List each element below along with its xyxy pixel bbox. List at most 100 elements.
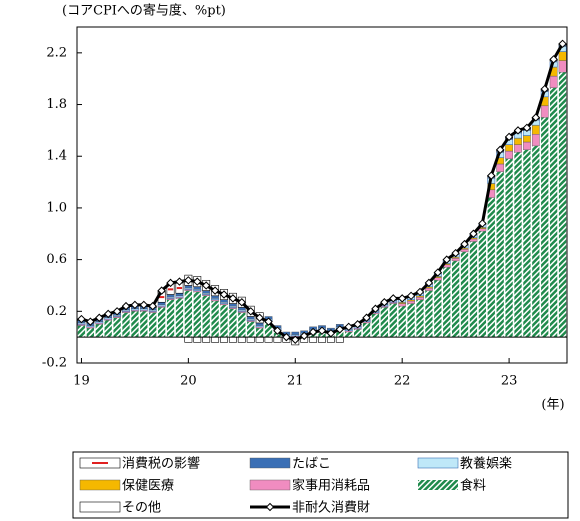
bar-segment <box>558 60 567 73</box>
bar-segment <box>184 336 193 343</box>
marker <box>406 291 416 301</box>
bar-segment <box>246 336 255 343</box>
bar-segment <box>255 328 264 338</box>
marker <box>273 326 282 335</box>
x-tick-label: 22 <box>394 374 411 389</box>
bar-segment <box>487 197 495 338</box>
marker <box>495 145 505 154</box>
bar-segment <box>157 307 166 338</box>
bar-segment <box>433 277 442 281</box>
legend-label: 非耐久消費財 <box>292 501 370 516</box>
bar-segment <box>202 290 211 294</box>
bar-segment <box>202 336 211 343</box>
x-tick-label: 19 <box>73 374 90 389</box>
bar-segment <box>380 307 389 338</box>
legend-swatch <box>417 457 459 469</box>
x-tick-label: 21 <box>287 374 304 389</box>
x-tick-label: 20 <box>180 374 197 389</box>
marker <box>415 287 425 297</box>
marker <box>362 313 371 322</box>
bar-segment <box>95 324 103 338</box>
y-tick-label: 0.2 <box>46 304 67 319</box>
x-tick-label: 23 <box>501 374 518 389</box>
bar-segment <box>104 320 112 338</box>
bar-segment <box>523 149 531 338</box>
legend-swatch <box>79 479 121 491</box>
bar-segment <box>237 336 246 343</box>
bar-segment <box>291 331 300 335</box>
marker <box>442 255 451 264</box>
bar-segment <box>558 72 567 338</box>
bar-segment <box>416 299 424 338</box>
bar-segment <box>193 291 201 338</box>
bar-segment <box>247 321 255 338</box>
bar-segment <box>398 306 406 338</box>
bar-segment <box>514 144 522 153</box>
bar-segment <box>264 336 273 343</box>
y-tick-label: 1.8 <box>46 97 67 112</box>
legend-marker <box>265 502 275 512</box>
bar-segment <box>389 303 397 338</box>
x-axis-unit: (年) <box>541 398 564 413</box>
marker <box>291 335 300 344</box>
bar-segment <box>175 293 184 297</box>
legend-swatch <box>418 480 458 490</box>
bar-segment <box>362 322 371 338</box>
bar-segment <box>523 141 531 150</box>
legend-swatch <box>249 457 291 469</box>
marker <box>201 281 211 290</box>
bar-segment <box>335 336 344 343</box>
bar-segment <box>398 303 407 307</box>
marker <box>433 268 443 277</box>
bar-segment <box>309 336 318 343</box>
marker <box>371 304 380 313</box>
legend-label: たばこ <box>292 457 331 472</box>
bar-segment <box>166 294 175 298</box>
marker <box>139 300 149 310</box>
marker <box>478 219 487 228</box>
legend-swatch <box>249 479 291 491</box>
marker <box>77 314 86 324</box>
bar-segment <box>220 336 228 343</box>
legend-label: 家事用消耗品 <box>292 478 370 494</box>
bar-segment <box>443 267 451 338</box>
legend-label: 保健医療 <box>122 479 174 494</box>
bar-segment <box>318 336 326 343</box>
marker <box>335 325 345 334</box>
marker <box>469 229 478 238</box>
y-axis-title: (コアCPIへの寄与度、%pt) <box>62 3 226 19</box>
bar-segment <box>531 134 540 147</box>
bar-segment <box>211 300 219 338</box>
bar-segment <box>345 331 353 338</box>
bar-segment <box>175 298 184 338</box>
marker <box>299 331 309 341</box>
marker <box>175 277 184 286</box>
marker <box>193 277 202 286</box>
bar-segment <box>549 87 558 338</box>
y-tick-label: 2.2 <box>46 45 67 60</box>
marker <box>246 307 255 316</box>
marker <box>353 320 362 329</box>
bar-segment <box>531 125 540 135</box>
bar-segment <box>505 150 513 160</box>
bar-segment <box>149 312 157 338</box>
marker <box>540 84 549 94</box>
marker <box>513 126 523 135</box>
bar-segment <box>220 299 228 303</box>
bar-segment <box>255 322 264 326</box>
bar-segment <box>425 290 433 338</box>
marker <box>148 301 157 311</box>
legend-label: 食料 <box>460 478 486 494</box>
bar-segment <box>220 304 228 338</box>
bar-segment <box>193 336 202 343</box>
bar-segment <box>496 171 504 338</box>
bar-segment <box>86 328 95 338</box>
marker <box>103 309 113 319</box>
marker <box>397 294 407 303</box>
bar-segment <box>273 336 282 343</box>
y-tick-label: -0.2 <box>42 356 67 371</box>
marker <box>549 55 558 64</box>
bar-segment <box>505 144 513 152</box>
bar-segment <box>416 296 424 300</box>
bar-segment <box>113 317 121 338</box>
